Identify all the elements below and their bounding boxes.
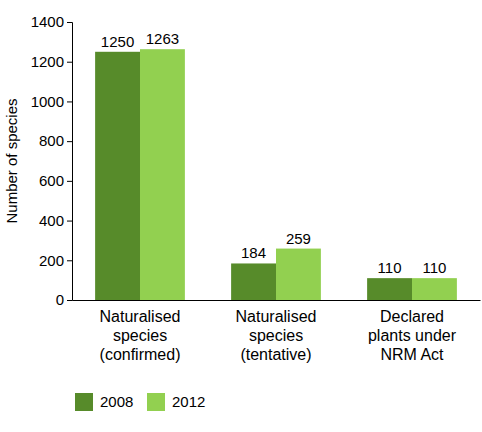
x-tick: Naturalised species (confirmed) — [100, 308, 181, 363]
y-tick-label: 200 — [39, 252, 64, 269]
data-label: 1263 — [146, 30, 179, 47]
y-tick-label: 600 — [39, 172, 64, 189]
y-tick-label: 800 — [39, 132, 64, 149]
y-tick: 600 — [39, 172, 72, 189]
y-tick-mark — [67, 141, 72, 142]
data-label: 110 — [422, 259, 446, 276]
data-labels: 1250 184 110 1263 259 110 — [101, 30, 447, 276]
data-label: 259 — [286, 230, 311, 247]
y-axis-line — [67, 23, 73, 301]
data-label: 110 — [378, 259, 402, 276]
y-tick: 1400 — [31, 13, 72, 30]
bars — [95, 49, 457, 300]
y-tick: 800 — [39, 132, 72, 149]
x-tick-label-line: species — [113, 327, 167, 344]
x-tick-label-line: Declared — [380, 308, 444, 325]
legend-swatch — [75, 393, 93, 411]
bar — [95, 52, 140, 300]
legend-label: 2008 — [100, 393, 133, 410]
legend: 2008 2012 — [75, 393, 205, 411]
y-tick-label: 400 — [39, 212, 64, 229]
x-tick-label-line: Naturalised — [236, 308, 317, 325]
legend-label: 2012 — [172, 393, 205, 410]
y-tick-mark — [67, 101, 72, 102]
x-tick-label-line: (confirmed) — [100, 346, 181, 363]
x-tick-label-line: (tentative) — [240, 346, 311, 363]
bar — [231, 263, 276, 300]
y-tick: 0 — [56, 291, 72, 308]
plot: 1250 184 110 1263 259 110 0 200 400 600 800 1000 120… — [31, 13, 481, 363]
y-tick: 400 — [39, 212, 72, 229]
bar — [140, 49, 185, 300]
y-tick: 1200 — [31, 53, 72, 70]
x-tick-label: Naturalised species (tentative) — [236, 308, 317, 363]
y-tick-mark — [67, 181, 72, 182]
y-tick-mark — [67, 260, 72, 261]
y-tick-label: 1200 — [31, 53, 64, 70]
y-axis-title: Number of species — [3, 98, 20, 223]
x-tick: Declared plants under NRM Act — [368, 308, 457, 363]
data-label: 184 — [241, 244, 266, 261]
y-tick-label: 0 — [56, 291, 64, 308]
bar — [276, 249, 321, 300]
data-label: 1250 — [101, 33, 134, 50]
y-tick-label: 1000 — [31, 93, 64, 110]
x-tick-label-line: plants under — [368, 327, 457, 344]
y-tick-mark — [67, 221, 72, 222]
y-tick-label: 1400 — [31, 13, 64, 30]
y-tick-mark — [67, 300, 72, 301]
legend-swatch — [147, 393, 165, 411]
x-tick-label: Declared plants under NRM Act — [368, 308, 457, 363]
x-tick-label-line: Naturalised — [100, 308, 181, 325]
x-axis-line — [73, 300, 481, 301]
chart: 1250 184 110 1263 259 110 0 200 400 600 800 1000 120… — [0, 0, 482, 432]
x-axis: Naturalisedspecies(confirmed)Naturalised… — [73, 301, 481, 364]
y-tick: 200 — [39, 252, 72, 269]
x-tick-label-line: NRM Act — [380, 346, 444, 363]
x-tick-label-line: species — [249, 327, 303, 344]
x-tick: Naturalised species (tentative) — [236, 308, 317, 363]
y-tick: 1000 — [31, 93, 72, 110]
y-tick-mark — [67, 22, 72, 23]
y-axis: 0 200 400 600 800 1000 1200 1400 — [31, 13, 73, 308]
x-tick-label: Naturalised species (confirmed) — [100, 308, 181, 363]
y-tick-mark — [67, 62, 72, 63]
bar — [367, 278, 412, 300]
bar — [412, 278, 457, 300]
